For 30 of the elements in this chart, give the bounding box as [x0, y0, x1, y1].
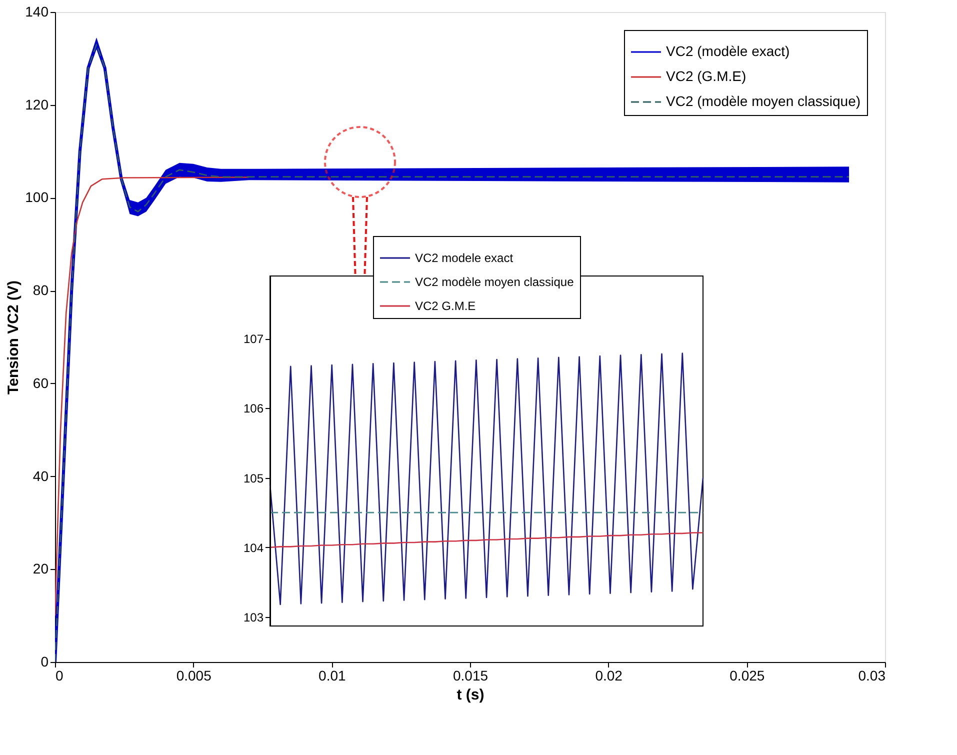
y-tick-label: 80	[32, 282, 49, 298]
x-axis-title: t (s)	[456, 686, 484, 704]
x-tick-label: 0.025	[730, 668, 765, 684]
legend-label: VC2 (G.M.E)	[666, 68, 746, 84]
x-tick-label: 0.015	[452, 668, 488, 684]
legend-label: VC2 (modèle exact)	[666, 43, 790, 59]
y-tick-label: 60	[32, 374, 49, 391]
y-tick-label: 103	[243, 610, 264, 624]
y-axis-title: Tension VC2 (V)	[5, 280, 22, 394]
line-series	[269, 532, 704, 548]
y-tick-label: 106	[243, 402, 264, 416]
legend-label: VC2 modèle moyen classique	[415, 275, 574, 289]
y-tick-label: 40	[32, 468, 49, 484]
x-tick-label: 0.03	[858, 668, 886, 684]
x-tick-label: 0.005	[176, 668, 212, 684]
legend-label: VC2 G.M.E	[415, 299, 476, 313]
line-series	[269, 352, 704, 606]
legend-label: VC2 modele exact	[415, 251, 514, 265]
y-tick-label: 140	[25, 4, 49, 20]
y-tick-label: 107	[243, 332, 264, 346]
y-tick-label: 105	[243, 471, 264, 486]
y-tick-label: 100	[25, 189, 49, 206]
x-tick-label: 0.01	[318, 668, 346, 684]
x-tick-label: 0	[56, 668, 64, 684]
x-tick-label: 0.02	[595, 668, 623, 684]
y-tick-label: 20	[32, 560, 49, 577]
y-tick-label: 0	[40, 654, 49, 670]
legend-label: VC2 (modèle moyen classique)	[666, 93, 861, 109]
y-tick-label: 104	[243, 540, 264, 555]
y-tick-label: 120	[25, 96, 49, 112]
